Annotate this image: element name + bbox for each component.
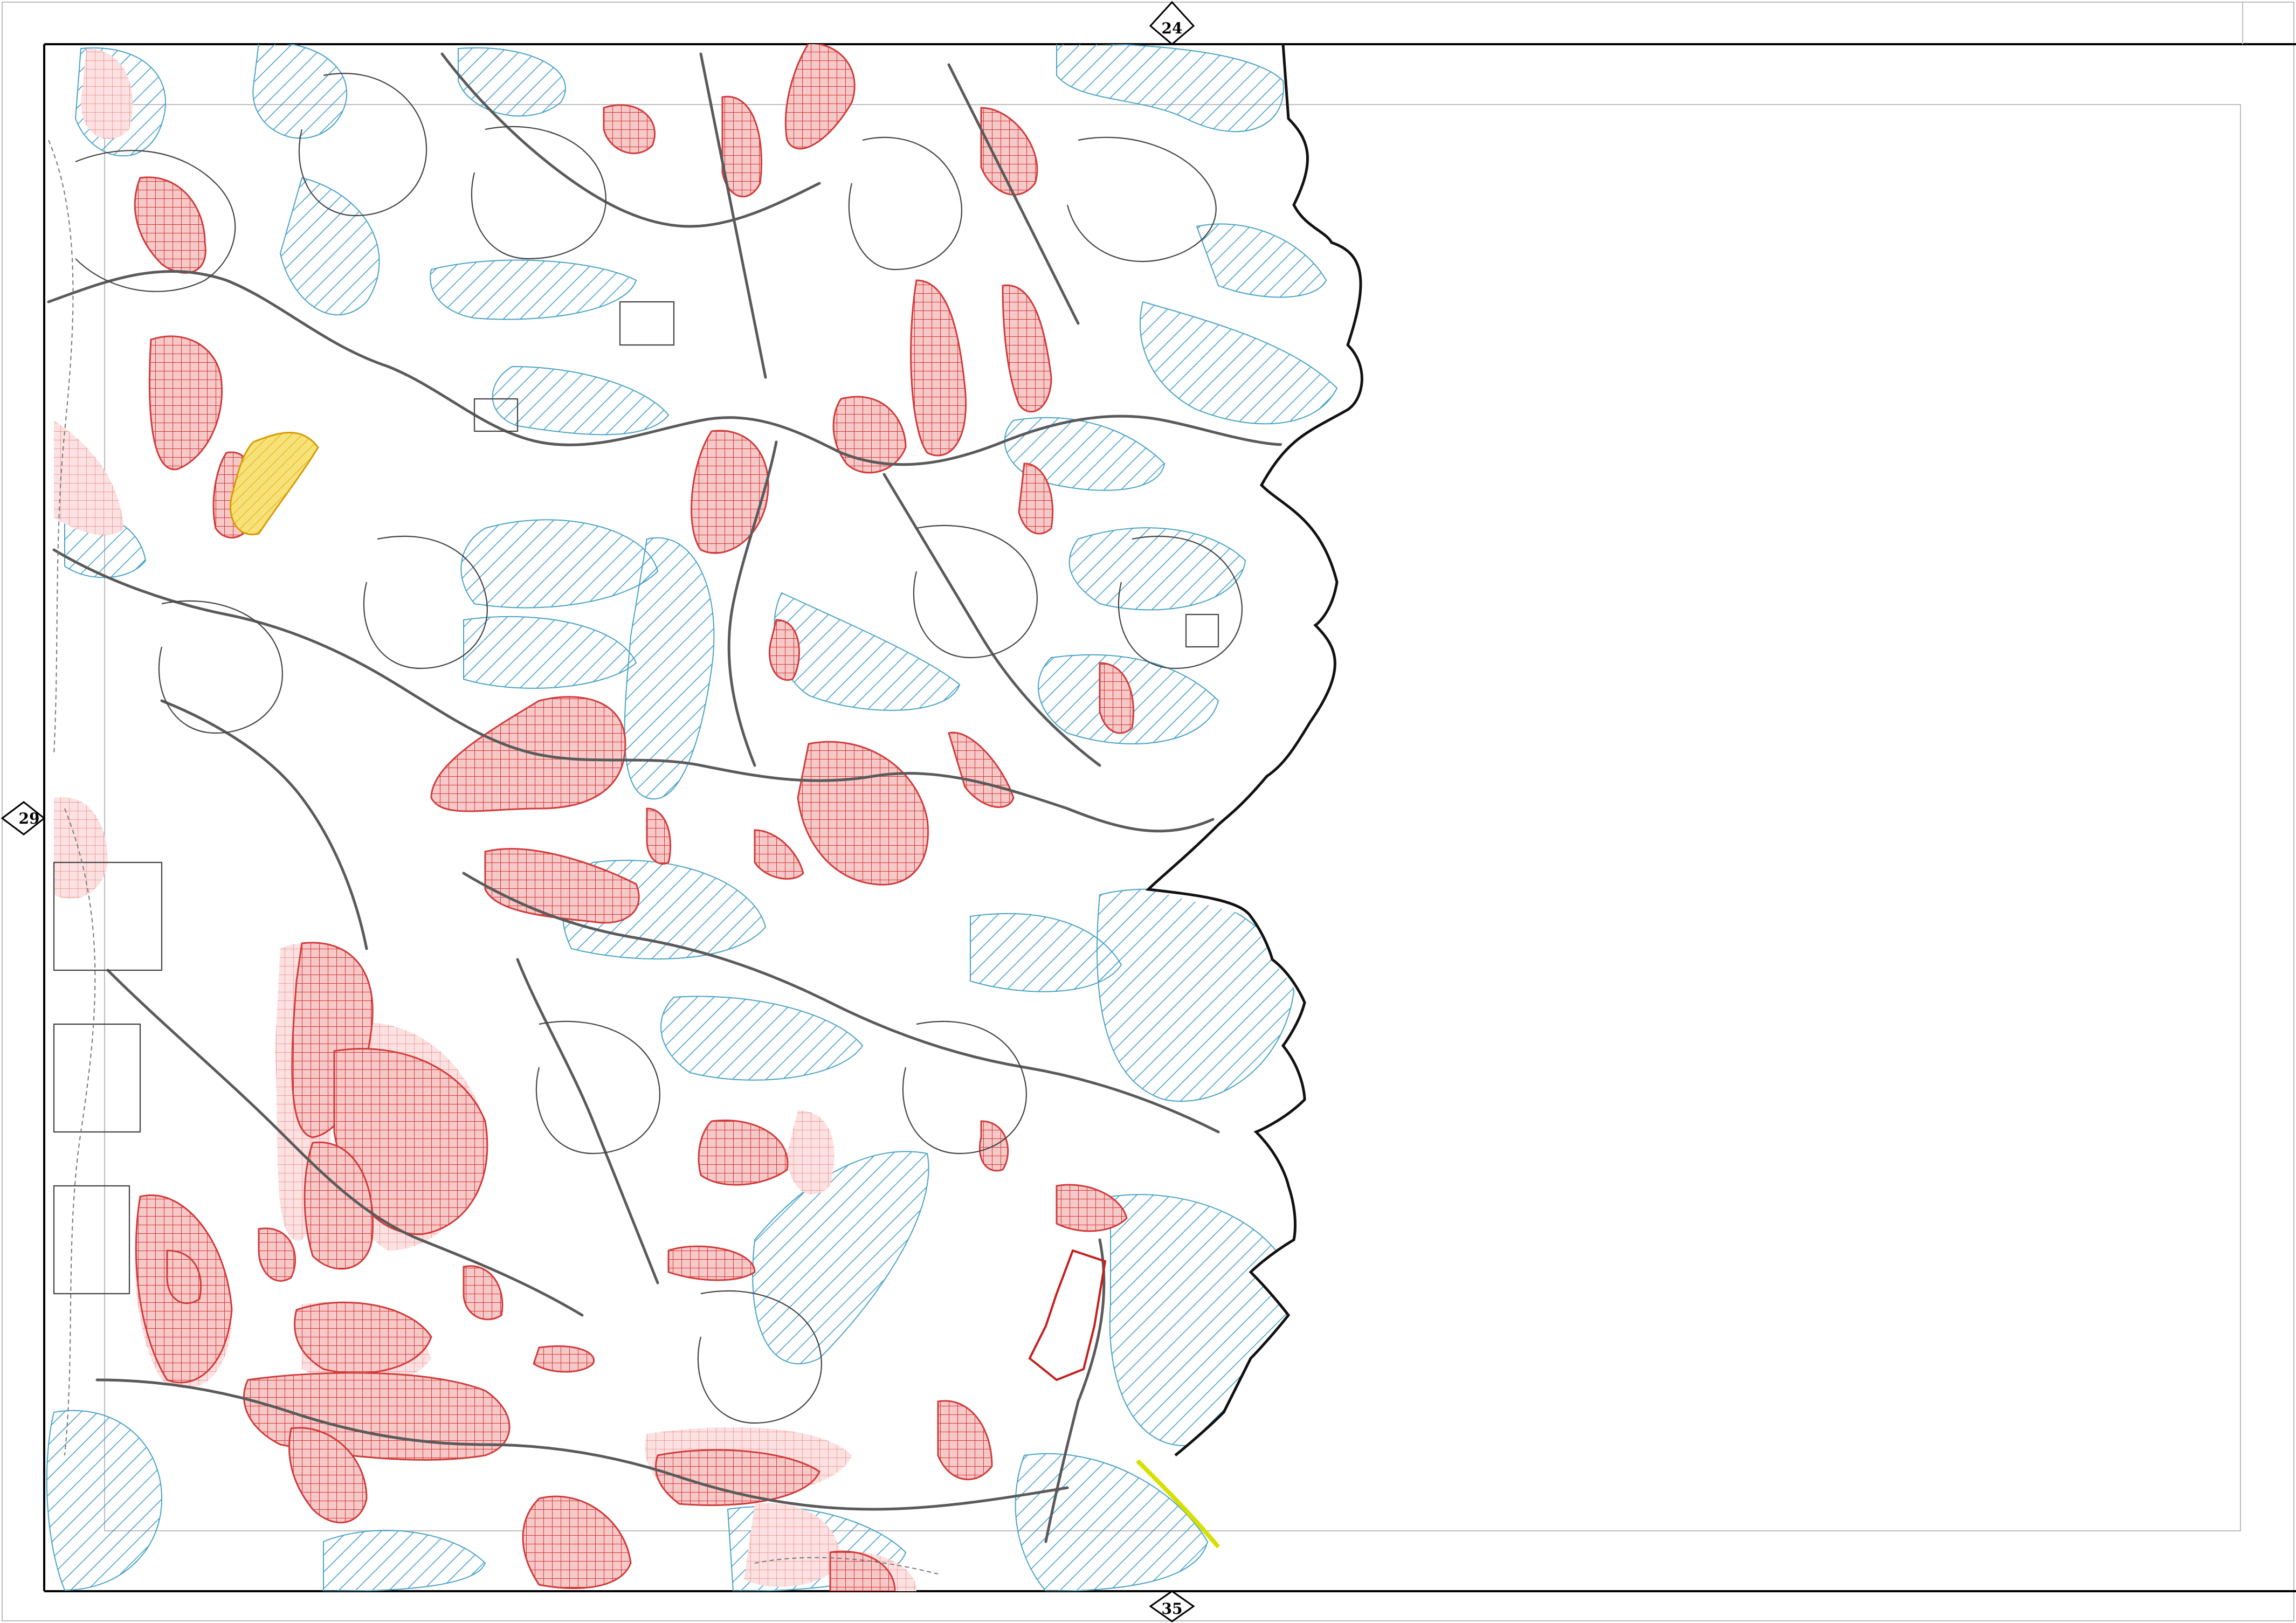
parcel-boundaries	[53, 73, 1243, 1424]
yellow-zone[interactable]	[229, 432, 319, 535]
sheet-marker-top-label: 24	[1162, 19, 1183, 37]
sheet-marker-bottom[interactable]: 35	[1149, 1590, 1195, 1622]
road-network	[47, 52, 1317, 1543]
sheet-marker-left[interactable]: 29	[1, 801, 46, 835]
blue-hatch-zones[interactable]	[46, 43, 1338, 1591]
map-content	[46, 43, 1338, 1591]
red-outlined-site[interactable]	[1028, 1249, 1107, 1382]
yellow-edge	[1136, 1459, 1221, 1549]
sheet-marker-left-label: 29	[19, 810, 40, 827]
sheet-marker-bottom-label: 35	[1162, 1600, 1183, 1618]
tracks	[48, 140, 939, 1574]
sheet-marker-top[interactable]: 24	[1149, 1, 1195, 45]
map-boundary	[1145, 44, 1363, 1456]
red-grid-zones[interactable]	[134, 43, 1134, 1591]
